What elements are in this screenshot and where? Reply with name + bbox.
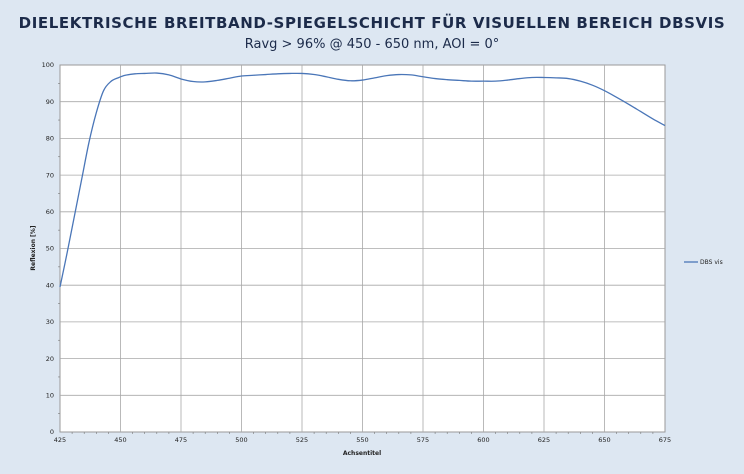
x-tick-label-450: 450 — [114, 436, 126, 444]
y-tick-label-0: 0 — [50, 428, 54, 436]
x-axis-label: Achsentitel — [343, 450, 381, 457]
x-tick-label-550: 550 — [356, 436, 368, 444]
y-tick-label-30: 30 — [46, 318, 54, 326]
y-axis-ticks: 0 10 20 30 40 50 60 70 80 90 100 — [42, 61, 60, 436]
x-tick-label-650: 650 — [598, 436, 610, 444]
y-axis-label: Reflexion [%] — [30, 225, 37, 270]
x-tick-label-575: 575 — [417, 436, 429, 444]
x-tick-label-675: 675 — [659, 436, 671, 444]
series-group — [59, 72, 666, 288]
grid-lines — [60, 65, 665, 432]
y-tick-label-10: 10 — [46, 392, 54, 400]
y-tick-label-80: 80 — [46, 135, 54, 143]
x-tick-label-500: 500 — [235, 436, 247, 444]
y-tick-label-20: 20 — [46, 355, 54, 363]
x-axis-ticks: 425 450 475 500 525 550 575 600 625 650 675 — [54, 432, 671, 444]
series-line-dbs-vis — [59, 72, 666, 288]
y-tick-label-60: 60 — [46, 208, 54, 216]
y-tick-label-70: 70 — [46, 171, 54, 179]
x-tick-label-425: 425 — [54, 436, 66, 444]
y-tick-label-100: 100 — [42, 61, 54, 69]
y-tick-label-90: 90 — [46, 98, 54, 106]
x-tick-label-525: 525 — [296, 436, 308, 444]
y-tick-label-40: 40 — [46, 281, 54, 289]
x-tick-label-475: 475 — [175, 436, 187, 444]
chart-title: DIELEKTRISCHE BREITBAND-SPIEGELSCHICHT F… — [18, 14, 726, 32]
legend-label-dbs-vis: DBS vis — [700, 259, 723, 266]
x-tick-label-600: 600 — [477, 436, 489, 444]
y-tick-label-50: 50 — [46, 245, 54, 253]
legend: DBS vis — [684, 259, 723, 266]
x-tick-label-625: 625 — [538, 436, 550, 444]
chart-subtitle: Ravg > 96% @ 450 - 650 nm, AOI = 0° — [244, 37, 500, 52]
